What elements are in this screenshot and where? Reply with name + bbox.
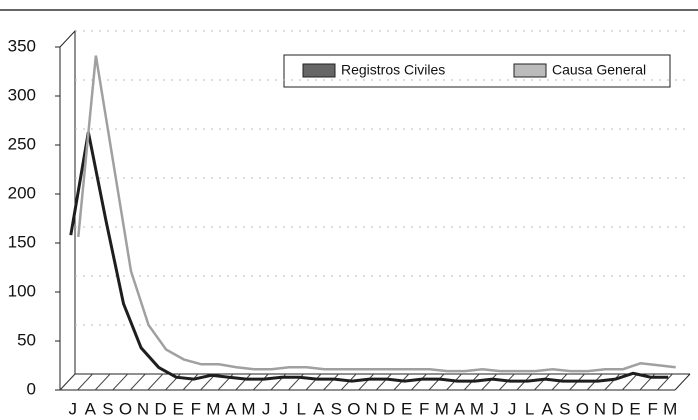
floor-line (112, 373, 129, 391)
x-tick-label: J (262, 399, 271, 418)
floor-line (147, 373, 164, 391)
y-tick-label: 50 (17, 330, 36, 349)
floor-line (358, 373, 375, 391)
x-tick-label: L (525, 399, 534, 418)
series-line (69, 131, 669, 383)
floor-line (235, 373, 252, 391)
x-tick-label: O (347, 399, 360, 418)
x-tick-label: M (470, 399, 484, 418)
legend-swatch (513, 63, 547, 78)
x-tick-label: D (383, 399, 395, 418)
x-tick-label: J (490, 399, 499, 418)
floor-line (621, 373, 638, 391)
x-tick-label: M (435, 399, 449, 418)
floor-line (604, 373, 621, 391)
y-tick-label: 100 (8, 281, 36, 300)
y-tick-label: 200 (8, 183, 36, 202)
legend-box (283, 54, 671, 88)
x-tick-label: E (173, 399, 184, 418)
x-tick-label: J (279, 399, 288, 418)
series-line (77, 55, 676, 373)
x-tick-label: E (629, 399, 640, 418)
legend-swatch (302, 63, 336, 78)
x-tick-label: D (155, 399, 167, 418)
y-tick-label: 150 (8, 232, 36, 251)
y-tick-label: 300 (8, 85, 36, 104)
x-tick-label: F (191, 399, 201, 418)
y-tick-label: 350 (8, 36, 36, 55)
x-tick-label: N (137, 399, 149, 418)
x-tick-label: E (401, 399, 412, 418)
x-tick-label: M (241, 399, 255, 418)
y-tick-label: 250 (8, 134, 36, 153)
floor-line (534, 373, 550, 391)
floor-line (305, 373, 322, 391)
y-tick-label: 0 (27, 379, 36, 398)
floor-line (375, 373, 392, 391)
floor-line (252, 373, 269, 391)
x-tick-label: L (296, 399, 305, 418)
x-tick-label: D (611, 399, 623, 418)
floor-line (77, 373, 93, 391)
x-tick-label: M (663, 399, 677, 418)
legend-label: Causa General (552, 62, 646, 78)
x-tick-label: N (365, 399, 377, 418)
legend-label: Registros Civiles (341, 62, 445, 78)
x-tick-label: O (576, 399, 589, 418)
x-tick-label: A (454, 399, 466, 418)
legend: Registros Civiles Causa General (283, 54, 671, 88)
x-tick-label: O (119, 399, 132, 418)
x-tick-label: S (331, 399, 342, 418)
floor-line (428, 373, 445, 391)
floor-line (481, 373, 498, 391)
floor-line (657, 373, 673, 391)
floor-line (129, 373, 146, 391)
floor-line (182, 373, 199, 391)
x-tick-label: F (419, 399, 429, 418)
floor-line (323, 373, 339, 391)
back-wall (59, 29, 76, 391)
floor-right (674, 373, 691, 391)
x-tick-label: A (542, 399, 554, 418)
floor-line (94, 373, 111, 391)
floor-line (59, 373, 76, 391)
x-tick-label: A (225, 399, 237, 418)
x-tick-label: F (647, 399, 657, 418)
x-tick-label: A (85, 399, 97, 418)
floor-line (411, 373, 427, 391)
x-tick-label: M (206, 399, 220, 418)
x-tick-label: A (313, 399, 325, 418)
x-tick-label: N (594, 399, 606, 418)
x-tick-label: S (102, 399, 113, 418)
x-tick-label: J (508, 399, 517, 418)
x-tick-label: S (559, 399, 570, 418)
x-tick-label: J (69, 399, 78, 418)
